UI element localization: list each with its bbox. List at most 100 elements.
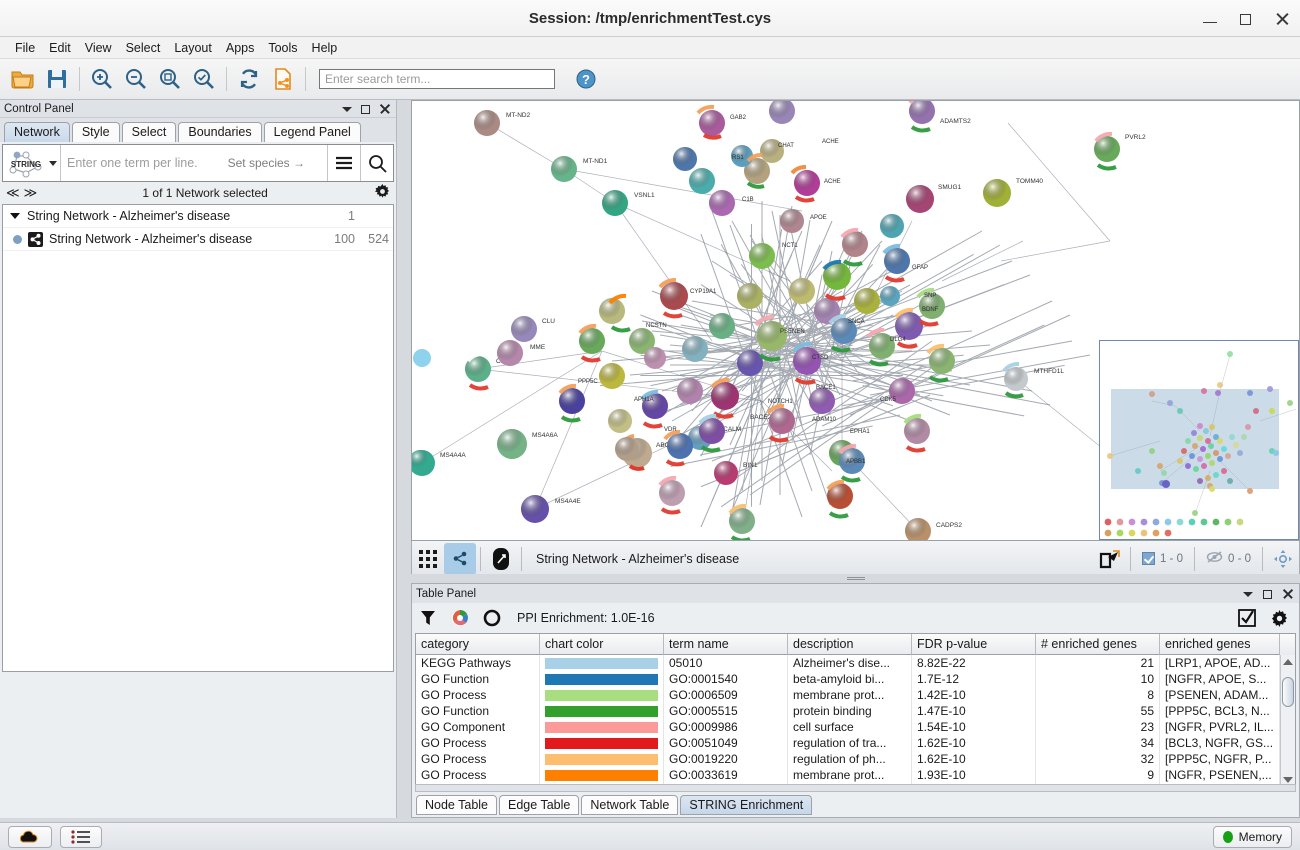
zoom-selected-icon[interactable] xyxy=(187,62,221,96)
memory-status[interactable]: Memory xyxy=(1212,825,1292,848)
open-folder-icon[interactable] xyxy=(6,62,40,96)
zoom-fit-icon[interactable] xyxy=(153,62,187,96)
scroll-up-icon[interactable] xyxy=(1283,659,1293,665)
column-header-category[interactable]: category xyxy=(416,634,540,655)
column-header-enriched-genes[interactable]: enriched genes xyxy=(1160,634,1280,655)
table-row[interactable]: GO Process GO:0006509 membrane prot... 1.42… xyxy=(416,687,1295,703)
gear-icon[interactable] xyxy=(1268,607,1290,629)
network-tree-item[interactable]: String Network - Alzheimer's disease 100… xyxy=(3,228,393,251)
expand-all-icon[interactable]: ≫ xyxy=(23,185,38,200)
network-hub-cluster[interactable] xyxy=(559,101,955,534)
network-view[interactable]: MT-ND2 MT-ND1 VSNL1 CD2AP MS4A4A MS4A6A … xyxy=(411,100,1300,541)
vertical-splitter[interactable] xyxy=(411,574,1300,583)
search-input[interactable]: Enter search term... xyxy=(319,69,555,89)
network-overview-minimap[interactable] xyxy=(1099,340,1299,540)
help-icon[interactable]: ? xyxy=(569,62,603,96)
string-network-icon[interactable] xyxy=(444,542,476,575)
column-header-term-name[interactable]: term name xyxy=(664,634,788,655)
selected-nodes-indicator[interactable]: 1 - 0 xyxy=(1135,552,1190,565)
annotation-icon[interactable] xyxy=(485,543,517,575)
hidden-nodes-indicator[interactable]: 0 - 0 xyxy=(1199,550,1258,567)
table-row[interactable]: KEGG Pathways 05010 Alzheimer's dise... 8.8… xyxy=(416,655,1295,671)
zoom-out-icon[interactable] xyxy=(119,62,153,96)
tab-network-table[interactable]: Network Table xyxy=(581,795,679,815)
pan-tool-icon[interactable] xyxy=(1267,543,1299,575)
network-tree-group-row[interactable]: String Network - Alzheimer's disease 1 xyxy=(3,205,393,228)
export-image-icon[interactable] xyxy=(1094,543,1126,575)
zoom-in-icon[interactable] xyxy=(85,62,119,96)
float-panel-icon[interactable] xyxy=(1261,587,1275,601)
chevron-down-icon[interactable] xyxy=(340,102,354,116)
table-row[interactable]: GO Function GO:0005515 protein binding 1.47… xyxy=(416,703,1295,719)
close-icon[interactable] xyxy=(378,102,392,116)
minimize-button[interactable] xyxy=(1200,9,1220,29)
column-header-enriched-count[interactable]: # enriched genes xyxy=(1036,634,1160,655)
scroll-thumb[interactable] xyxy=(1282,677,1294,707)
cell-fdr: 1.42E-10 xyxy=(912,687,1036,703)
close-button[interactable] xyxy=(1272,9,1292,29)
checkbox-checked-icon[interactable] xyxy=(1236,607,1258,629)
table-vscrollbar[interactable] xyxy=(1280,655,1295,787)
column-header-description[interactable]: description xyxy=(788,634,912,655)
string-query-input[interactable]: Enter one term per line. Set species → xyxy=(61,156,327,170)
network-graph-canvas[interactable]: MT-ND2 MT-ND1 VSNL1 CD2AP MS4A4A MS4A6A … xyxy=(412,101,1299,540)
table-row[interactable]: GO Process GO:0019220 regulation of ph... 1… xyxy=(416,751,1295,767)
menu-select[interactable]: Select xyxy=(125,40,161,55)
task-list-icon[interactable] xyxy=(60,825,102,848)
chevron-down-icon[interactable] xyxy=(49,160,57,166)
table-hscrollbar[interactable] xyxy=(415,784,1296,792)
svg-text:CDK5: CDK5 xyxy=(880,397,897,403)
menu-edit[interactable]: Edit xyxy=(49,40,71,55)
close-icon[interactable] xyxy=(1281,587,1295,601)
menu-help[interactable]: Help xyxy=(311,40,338,55)
table-header-row: category chart color term name descripti… xyxy=(416,634,1295,655)
network-item-label: String Network - Alzheimer's disease xyxy=(49,232,253,246)
menu-tools[interactable]: Tools xyxy=(268,40,298,55)
cell-description: regulation of tra... xyxy=(788,735,912,751)
table-row[interactable]: GO Function GO:0001540 beta-amyloid bi... 1… xyxy=(416,671,1295,687)
scroll-down-icon[interactable] xyxy=(1283,777,1293,783)
gear-icon[interactable] xyxy=(374,184,390,202)
pie-chart-icon[interactable] xyxy=(449,607,471,629)
tab-boundaries[interactable]: Boundaries xyxy=(178,122,262,142)
grid-layout-icon[interactable] xyxy=(412,543,444,575)
tab-select[interactable]: Select xyxy=(121,122,177,142)
tab-style[interactable]: Style xyxy=(71,122,120,142)
refresh-icon[interactable] xyxy=(232,62,266,96)
triangle-down-icon[interactable] xyxy=(10,213,20,219)
menu-apps[interactable]: Apps xyxy=(225,40,255,55)
menu-view[interactable]: View xyxy=(84,40,112,55)
donut-chart-icon[interactable] xyxy=(481,607,503,629)
table-row[interactable]: GO Component GO:0009986 cell surface 1.54E-… xyxy=(416,719,1295,735)
maximize-button[interactable] xyxy=(1236,9,1256,29)
filter-icon[interactable] xyxy=(417,607,439,629)
cloud-icon[interactable] xyxy=(8,825,52,848)
network-nodes[interactable]: MT-ND2 MT-ND1 VSNL1 CD2AP MS4A4A MS4A6A … xyxy=(412,101,1146,540)
float-panel-icon[interactable] xyxy=(359,102,373,116)
cell-category: KEGG Pathways xyxy=(416,655,540,671)
set-species-hint[interactable]: Set species → xyxy=(227,156,305,170)
export-network-icon[interactable] xyxy=(266,62,300,96)
hamburger-icon[interactable] xyxy=(328,145,360,181)
table-row[interactable]: GO Process GO:0033619 membrane prot... 1.93… xyxy=(416,767,1295,783)
enrichment-table[interactable]: category chart color term name descripti… xyxy=(415,633,1296,788)
search-icon[interactable] xyxy=(361,145,393,181)
svg-text:RS1: RS1 xyxy=(732,155,744,161)
tab-legend-panel[interactable]: Legend Panel xyxy=(263,122,361,142)
tab-edge-table[interactable]: Edge Table xyxy=(499,795,580,815)
table-row[interactable]: GO Process GO:0051049 regulation of tra...… xyxy=(416,735,1295,751)
svg-text:PSENEN: PSENEN xyxy=(780,329,805,335)
string-logo[interactable]: STRING xyxy=(3,145,49,181)
svg-text:CYP19A1: CYP19A1 xyxy=(690,289,717,295)
save-icon[interactable] xyxy=(40,62,74,96)
tab-node-table[interactable]: Node Table xyxy=(416,795,498,815)
column-header-chart-color[interactable]: chart color xyxy=(540,634,664,655)
tab-string-enrichment[interactable]: STRING Enrichment xyxy=(680,795,813,815)
menu-layout[interactable]: Layout xyxy=(174,40,212,55)
tab-network[interactable]: Network xyxy=(4,122,70,142)
collapse-all-icon[interactable]: ≪ xyxy=(6,185,20,200)
menu-file[interactable]: File xyxy=(15,40,36,55)
chevron-down-icon[interactable] xyxy=(1241,587,1255,601)
svg-text:NOTCH1: NOTCH1 xyxy=(768,399,793,405)
column-header-fdr[interactable]: FDR p-value xyxy=(912,634,1036,655)
